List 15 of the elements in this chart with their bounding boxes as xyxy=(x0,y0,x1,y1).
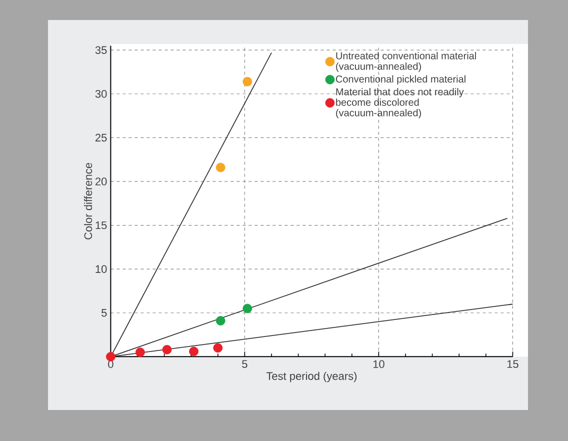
legend-label: Material that does not readily become discolored (vacuum-annealed) xyxy=(336,88,464,118)
y-tick-label: 20 xyxy=(95,178,107,186)
y-tick-label: 5 xyxy=(101,309,107,317)
y-tick-label: 35 xyxy=(95,46,107,54)
y-tick-label: 25 xyxy=(95,134,107,142)
y-axis-title: Color difference xyxy=(84,162,92,240)
y-tick-label: 30 xyxy=(95,90,107,98)
y-tick-label: 15 xyxy=(96,221,107,230)
x-axis-title: Test period (years) xyxy=(266,372,357,382)
legend-label: Conventional pickled material xyxy=(336,75,466,85)
legend-label: Untreated conventional material (vacuum-annealed) xyxy=(336,52,476,72)
x-tick-label: 5 xyxy=(242,360,248,368)
y-tick-label: 10 xyxy=(96,265,107,273)
x-tick-label: 15 xyxy=(507,360,518,368)
x-tick-label: 10 xyxy=(373,360,384,368)
